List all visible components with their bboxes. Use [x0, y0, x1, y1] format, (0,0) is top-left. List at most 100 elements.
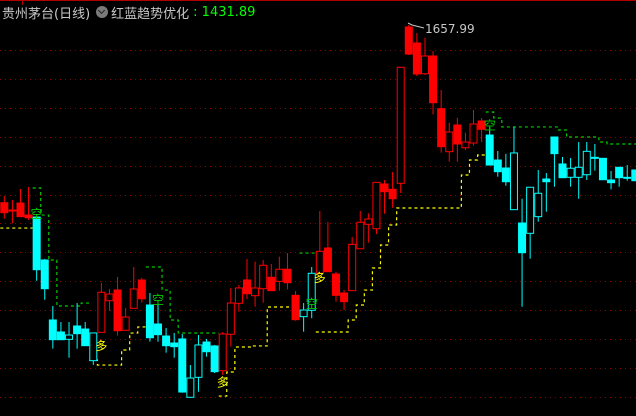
candle-body [89, 332, 98, 362]
candle-body [558, 163, 567, 179]
candle [534, 169, 543, 222]
indicator-value: : 1431.89 [193, 4, 256, 20]
candle-body [437, 108, 446, 148]
candle-body [631, 169, 636, 182]
candle-body [518, 222, 527, 254]
support-trend-line [218, 306, 300, 397]
candle [598, 157, 607, 181]
candle-body [396, 66, 405, 184]
candle-body [65, 334, 74, 340]
candle-body [615, 166, 624, 179]
candle [518, 198, 527, 307]
trend-lines [0, 111, 636, 397]
candle [501, 154, 510, 186]
candle-body [453, 124, 462, 145]
candle [323, 222, 332, 273]
candle [275, 256, 284, 291]
candle [574, 142, 583, 199]
candle [429, 50, 438, 115]
candle-body [145, 304, 154, 339]
candle [56, 322, 65, 341]
buy-signal-label: 多 [95, 339, 107, 353]
candle-body [105, 293, 114, 302]
sell-signal-label: 空 [484, 118, 496, 132]
candle [445, 122, 454, 162]
candle [105, 288, 114, 311]
candle-body [226, 302, 235, 335]
chevron-down-circle-icon[interactable] [96, 6, 109, 18]
candle-body [40, 259, 49, 290]
candle-body [259, 264, 268, 290]
candle [267, 263, 276, 292]
candle [162, 327, 171, 353]
candle-body [178, 338, 187, 393]
candle [121, 307, 130, 331]
top-tick [22, 0, 23, 5]
candle-body [469, 123, 478, 144]
candle [259, 260, 268, 303]
candle [89, 332, 98, 365]
candle [477, 118, 486, 143]
candle-body [267, 276, 276, 292]
sell-signal-label: 空 [306, 297, 318, 311]
candle-body [291, 294, 300, 321]
candle [129, 267, 138, 309]
candle-body [234, 287, 243, 304]
candle [566, 157, 575, 187]
candle [331, 271, 340, 302]
candle-body [340, 292, 349, 303]
candle [493, 150, 502, 177]
resistance-trend-line [145, 266, 219, 334]
candle-body [162, 335, 171, 347]
candle [40, 258, 49, 300]
candle [388, 172, 397, 208]
candle [210, 344, 219, 374]
candle-body [477, 120, 486, 130]
candle-body [461, 141, 470, 149]
candle [623, 165, 632, 181]
candle-body [598, 157, 607, 181]
candle [582, 142, 591, 181]
resistance-trend-line [485, 111, 636, 145]
candle-body [331, 273, 340, 296]
buy-signal-label: 多 [314, 271, 326, 285]
candle [396, 66, 405, 194]
candle-body [356, 221, 365, 250]
max-price-label: 1657.99 [425, 22, 475, 36]
candle-body [283, 268, 292, 284]
candle [202, 338, 211, 357]
candle [226, 287, 235, 347]
candle [16, 188, 25, 218]
candle-body [509, 152, 518, 211]
candle [65, 322, 74, 358]
candle [113, 276, 122, 336]
candle [243, 259, 251, 300]
buy-signal-label: 多 [217, 376, 229, 390]
candle-body [275, 268, 284, 282]
candle [0, 195, 9, 219]
candle-body [170, 342, 179, 348]
candle-body [412, 42, 421, 75]
candle [291, 291, 300, 321]
candle-body [113, 289, 122, 332]
candle [154, 299, 163, 342]
candle-body [404, 26, 413, 55]
candle [170, 332, 179, 358]
support-trend-line [89, 326, 146, 366]
candle-body [315, 250, 324, 274]
candle-body [566, 167, 575, 178]
candle [372, 181, 381, 235]
candle-body [420, 55, 429, 75]
candle [420, 37, 429, 75]
candle-body [154, 323, 163, 336]
candle [307, 267, 316, 319]
candle [558, 156, 567, 179]
candle [412, 32, 421, 76]
candle-body [485, 134, 494, 166]
candle [283, 253, 292, 290]
candle-body [202, 341, 211, 353]
candle [364, 213, 373, 243]
